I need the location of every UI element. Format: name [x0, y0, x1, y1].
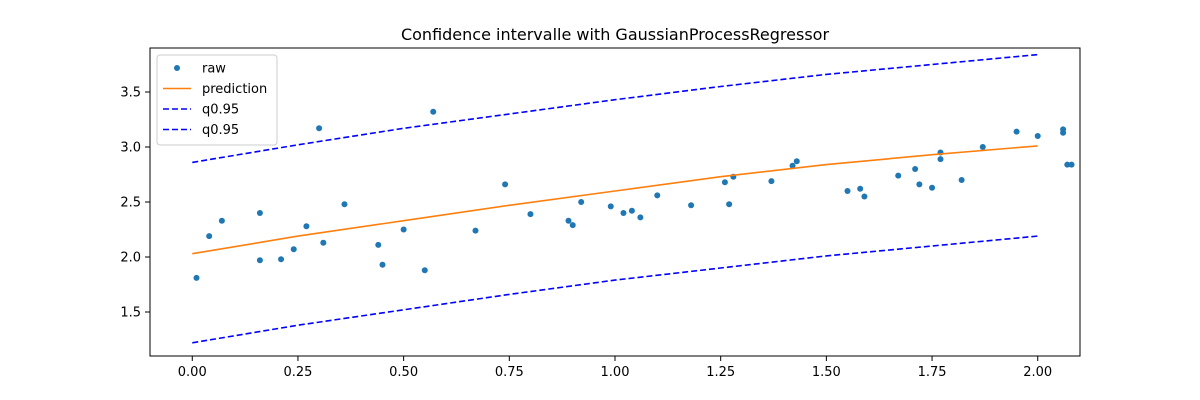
y-tick-label: 2.0 [120, 251, 141, 266]
legend: raw prediction q0.95 q0.95 [156, 54, 278, 146]
y-tick-label: 3.0 [120, 141, 141, 156]
x-tick-label: 1.50 [812, 365, 841, 380]
chart-title: Confidence intervalle with GaussianProce… [401, 25, 829, 44]
prediction-line [192, 145, 1038, 255]
x-tick-label: 2.00 [1023, 365, 1052, 380]
scatter-point [375, 241, 382, 248]
scatter-point [502, 181, 509, 188]
plot-area [192, 53, 1075, 344]
scatter-point [1064, 161, 1071, 168]
x-tick-label: 1.75 [918, 365, 947, 380]
scatter-point [895, 172, 902, 179]
scatter-point [320, 239, 327, 246]
scatter-point [937, 156, 944, 163]
x-tick-label: 1.00 [601, 365, 630, 380]
scatter-point [857, 185, 864, 192]
y-tick-label: 1.5 [120, 306, 141, 321]
scatter-point [565, 217, 572, 224]
series-group [192, 53, 1075, 344]
legend-box [156, 54, 278, 146]
scatter-point [654, 192, 661, 199]
legend-label: q0.95 [202, 123, 239, 138]
scatter-point [400, 226, 407, 233]
legend-marker-raw [174, 65, 180, 71]
y-tick-label: 2.5 [120, 196, 141, 211]
y-tick-label: 3.5 [120, 86, 141, 101]
scatter-point [793, 158, 800, 165]
scatter-point [620, 210, 627, 216]
scatter-point [929, 184, 936, 191]
scatter-point [1060, 126, 1067, 133]
scatter-point [303, 223, 310, 230]
legend-label: raw [202, 62, 226, 77]
scatter-point [527, 211, 534, 218]
scatter-point [1034, 133, 1041, 139]
scatter-point [278, 256, 285, 263]
scatter-point [789, 162, 796, 169]
legend-label: prediction [202, 82, 267, 97]
scatter-point [569, 222, 576, 229]
scatter-point [379, 261, 386, 268]
x-tick-label: 0.75 [495, 365, 524, 380]
scatter-point [256, 210, 263, 216]
x-tick-label: 1.25 [706, 365, 735, 380]
scatter-point [193, 274, 200, 281]
scatter-point [628, 207, 635, 214]
scatter-point [637, 214, 644, 221]
scatter-point [578, 199, 585, 205]
scatter-point [472, 227, 479, 234]
scatter-point [1013, 128, 1020, 135]
scatter-point [256, 257, 263, 264]
x-tick-label: 0.25 [283, 365, 312, 380]
scatter-point [726, 201, 733, 208]
scatter-point [290, 246, 297, 253]
axes: 0.00 0.25 0.50 0.75 1.00 1.25 1.50 1.75 2.00 1.5 2… [120, 47, 1081, 380]
x-tick-label: 0.50 [389, 365, 418, 380]
x-tick-label: 0.00 [178, 365, 207, 380]
scatter-point [316, 125, 323, 132]
quantile-line-3 [192, 235, 1038, 344]
scatter-point [341, 201, 348, 208]
scatter-point [218, 217, 225, 224]
scatter-point [861, 193, 868, 200]
scatter-point [979, 144, 986, 150]
scatter-point [721, 179, 728, 186]
scatter-point [430, 108, 437, 115]
scatter-point [1068, 161, 1075, 168]
legend-label: q0.95 [202, 103, 239, 118]
scatter-point [206, 233, 213, 240]
scatter-point [958, 177, 965, 183]
scatter-point [912, 166, 919, 172]
scatter-point [768, 178, 775, 185]
quantile-line-2 [192, 53, 1038, 164]
scatter-point [916, 181, 923, 188]
scatter-point [421, 267, 428, 274]
scatter-point [607, 203, 614, 210]
scatter-point [844, 188, 851, 194]
scatter-point [688, 202, 695, 209]
